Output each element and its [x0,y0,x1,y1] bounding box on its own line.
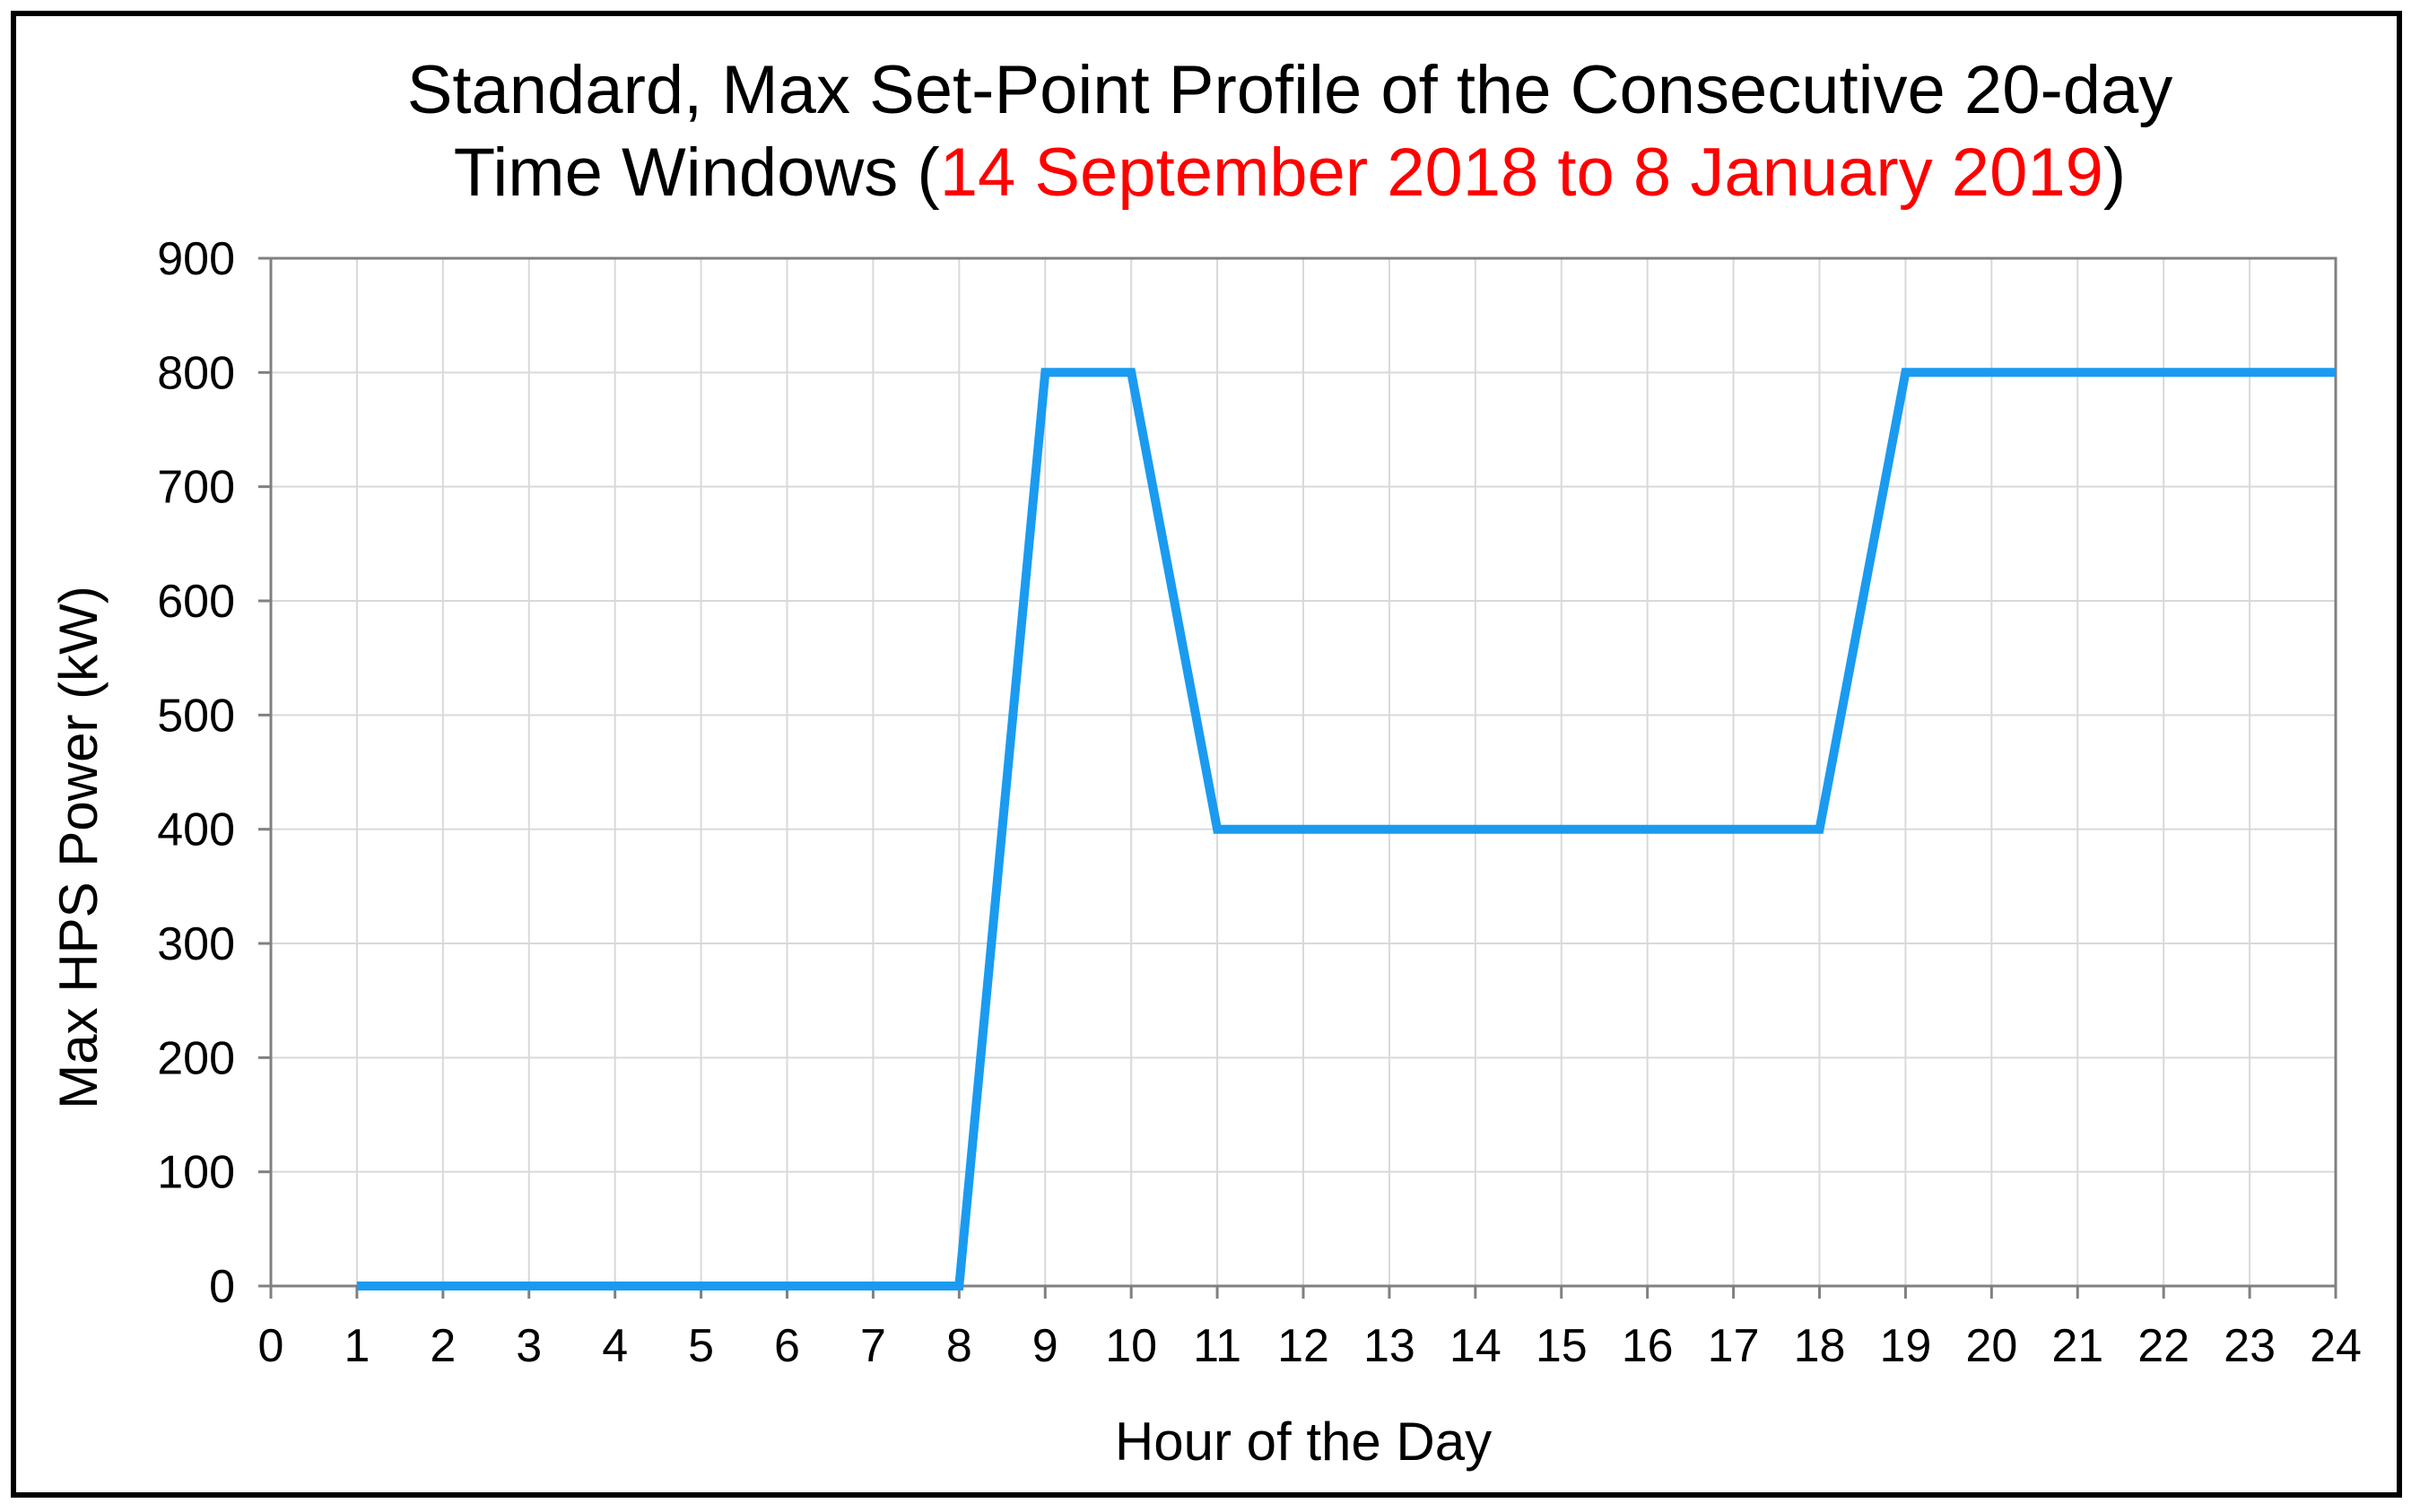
grid-lines [270,257,2337,1287]
x-tick-label: 23 [2224,1320,2276,1372]
x-tick-label: 5 [688,1320,714,1372]
x-tick-label: 20 [1965,1320,2017,1372]
y-tick-label: 300 [157,918,235,970]
y-tick-label: 900 [157,233,235,285]
x-tick-label: 2 [430,1320,456,1372]
x-tick-label: 9 [1032,1320,1058,1372]
chart-title-date-range: 14 September 2018 to 8 January 2019 [940,135,2103,211]
x-tick-label: 17 [1708,1320,1760,1372]
plot-area-border [269,256,2337,1288]
x-tick-label: 14 [1449,1320,1502,1372]
series-line [356,368,2336,1290]
x-tick-label: 8 [946,1320,972,1372]
x-tick-label: 0 [258,1320,284,1372]
y-tick-label: 600 [157,576,235,628]
x-tick-label: 19 [1879,1320,1931,1372]
x-tick-label: 1 [344,1320,370,1372]
x-tick-label: 21 [2051,1320,2103,1372]
y-tick-label: 0 [209,1261,235,1313]
x-tick-label: 16 [1622,1320,1674,1372]
x-tick-label: 6 [774,1320,800,1372]
y-tick-label: 200 [157,1032,235,1084]
x-axis-label: Hour of the Day [1115,1412,1492,1472]
x-tick-label: 4 [602,1320,628,1372]
x-tick-label: 22 [2137,1320,2189,1372]
chart-title-line2: Time Windows (14 September 2018 to 8 Jan… [454,135,2126,211]
y-tick-label: 700 [157,462,235,514]
chart-title-line2-prefix: Time Windows ( [454,135,940,211]
x-tick-label: 7 [860,1320,886,1372]
x-tick-label: 15 [1536,1320,1588,1372]
chart-title-line2-suffix: ) [2103,135,2126,211]
x-tick-label: 3 [516,1320,542,1372]
y-tick-label: 800 [157,347,235,399]
y-tick-label: 100 [157,1147,235,1199]
y-tick-label: 500 [157,690,235,742]
tick-labels: 0 1 2 3 4 5 6 7 8 9 10 11 12 13 14 15 16 17 18 19 20 21 22 23 24… [157,233,2362,1372]
chart-title-line1: Standard, Max Set-Point Profile of the C… [407,52,2173,128]
series [356,368,2336,1290]
y-tick-label: 400 [157,804,235,856]
x-tick-label: 11 [1193,1320,1241,1372]
x-tick-label: 12 [1277,1320,1329,1372]
x-tick-label: 24 [2310,1320,2362,1372]
x-tick-label: 10 [1105,1320,1157,1372]
y-axis-label: Max HPS Power (kW) [48,586,109,1108]
x-tick-label: 13 [1363,1320,1415,1372]
x-tick-label: 18 [1794,1320,1846,1372]
chart-title: Standard, Max Set-Point Profile of the C… [407,52,2173,211]
axes [258,256,2337,1299]
